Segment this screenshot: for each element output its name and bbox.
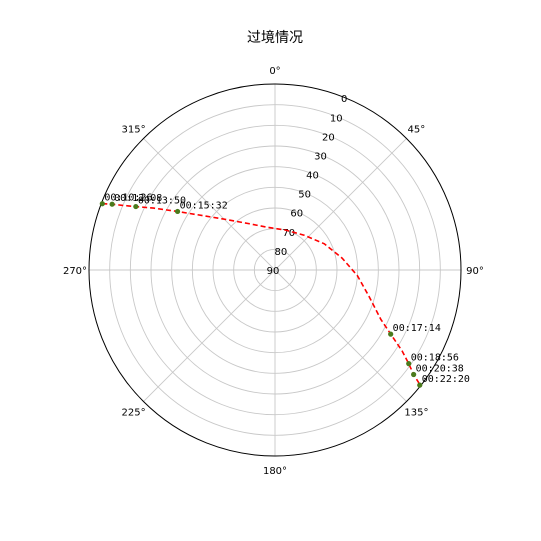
- pass-time-label: 00:18:56: [411, 353, 459, 364]
- pass-time-label: 00:10:26: [104, 193, 152, 204]
- elevation-tick-labels: 0 10 20 30 40 50 60 70 80 90: [267, 94, 348, 277]
- pass-time-label: 00:15:32: [180, 200, 228, 211]
- elevation-tick-label: 0: [341, 94, 347, 105]
- chart-title: 过境情况: [247, 30, 303, 46]
- azimuth-tick-label: 0°: [269, 66, 280, 77]
- pass-marker: [174, 208, 181, 215]
- elevation-tick-label: 90: [267, 266, 280, 277]
- pass-time-label: 00:20:38: [416, 363, 464, 374]
- azimuth-tick-label: 90°: [466, 266, 484, 277]
- azimuth-tick-label: 270°: [63, 266, 87, 277]
- pass-track: [102, 202, 421, 386]
- pass-marker: [406, 361, 412, 367]
- pass-time-label: 00:17:14: [393, 323, 441, 334]
- elevation-tick-label: 40: [306, 171, 319, 182]
- elevation-tick-label: 20: [322, 132, 335, 143]
- azimuth-tick-label: 225°: [122, 407, 146, 418]
- pass-track-line: [102, 202, 421, 386]
- grid-spoke: [143, 269, 276, 402]
- pass-marker: [99, 201, 105, 207]
- pass-markers: [99, 201, 423, 388]
- elevation-tick-label: 60: [290, 209, 303, 220]
- azimuth-tick-labels: 0° 45° 90° 135° 180° 225° 270° 315°: [63, 66, 484, 477]
- pass-marker: [133, 203, 139, 210]
- azimuth-tick-label: 135°: [404, 407, 428, 418]
- pass-marker: [109, 201, 115, 207]
- elevation-tick-label: 30: [314, 151, 327, 162]
- grid-spoke: [143, 138, 276, 271]
- pass-marker: [388, 331, 394, 337]
- azimuth-tick-label: 45°: [408, 125, 426, 136]
- grid-spoke: [274, 138, 407, 271]
- elevation-tick-label: 80: [275, 247, 288, 258]
- grid-spoke: [274, 269, 407, 402]
- elevation-tick-label: 50: [298, 190, 311, 201]
- pass-time-label: 00:22:20: [422, 374, 470, 385]
- polar-frame: [88, 83, 462, 457]
- azimuth-tick-label: 180°: [263, 466, 287, 477]
- azimuth-tick-label: 315°: [122, 125, 146, 136]
- pass-time-label: 00:12:08: [114, 193, 162, 204]
- polar-grid: [88, 83, 462, 457]
- elevation-tick-label: 70: [282, 228, 295, 239]
- pass-marker: [417, 382, 423, 388]
- pass-marker: [411, 371, 417, 378]
- pass-time-label: 00:13:50: [138, 196, 186, 207]
- elevation-tick-label: 10: [330, 113, 343, 124]
